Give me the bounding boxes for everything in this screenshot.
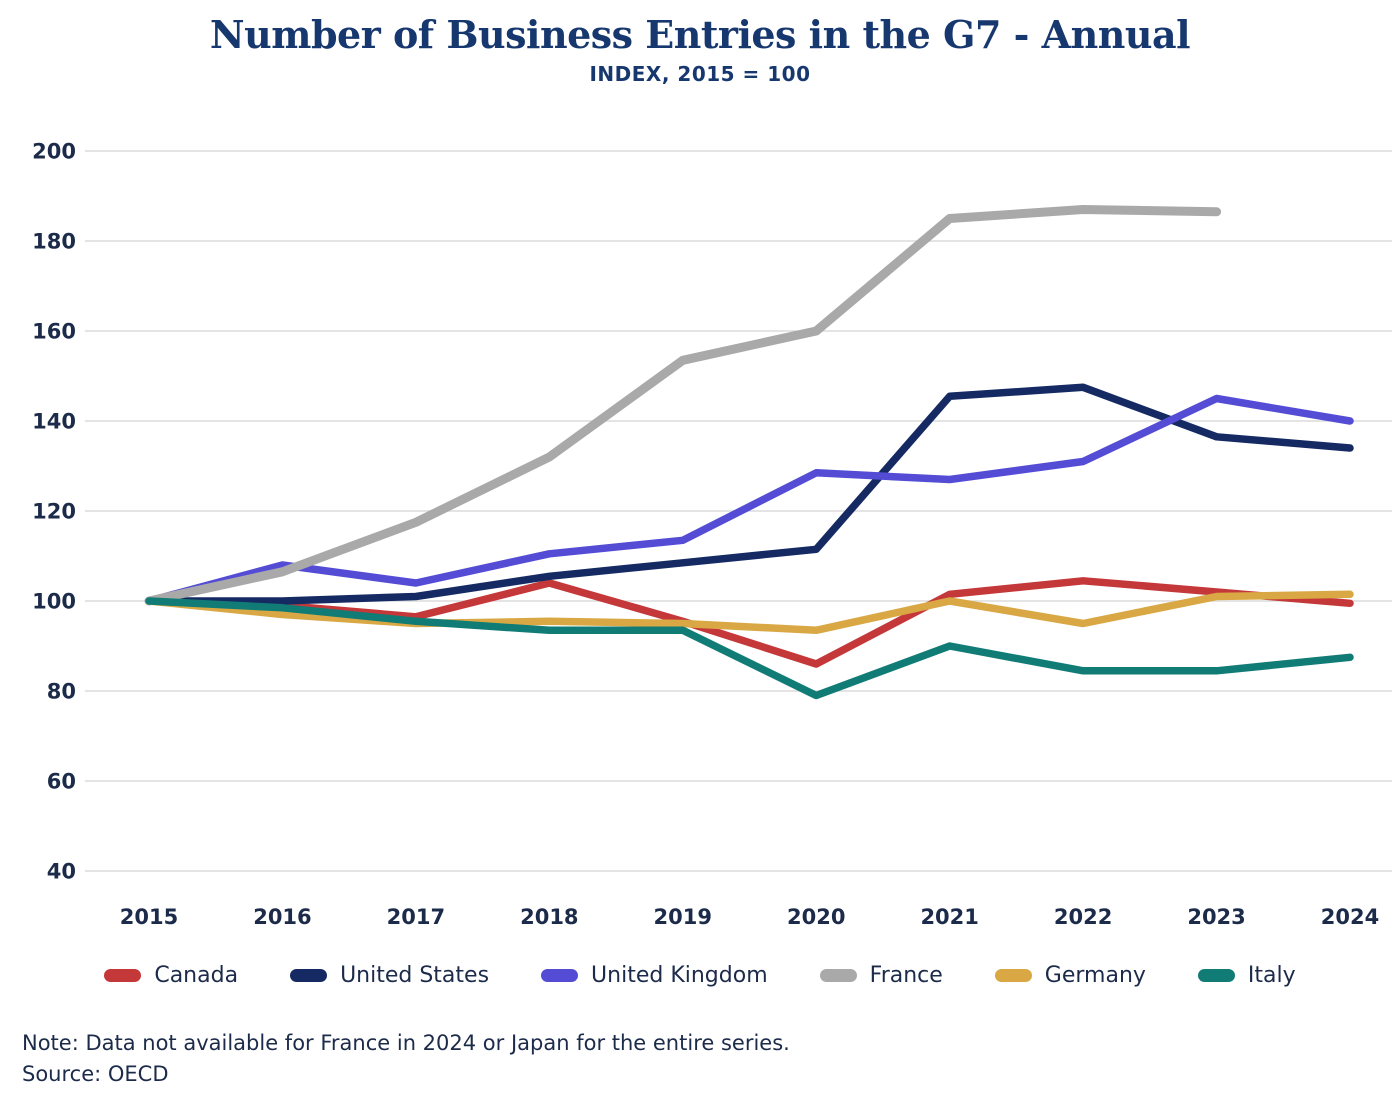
series-line-france (144, 205, 1222, 606)
legend-swatch-canada (104, 969, 142, 982)
legend-item-united-states: United States (290, 963, 489, 988)
series-line-germany (145, 590, 1354, 635)
y-tick-label-100: 100 (32, 590, 76, 614)
x-tick-label-2023: 2023 (1187, 905, 1245, 929)
legend-swatch-united-states (290, 969, 328, 982)
legend-swatch-italy (1197, 969, 1235, 982)
legend-label-italy: Italy (1247, 963, 1296, 988)
legend-swatch-germany (994, 969, 1032, 982)
legend-swatch-united-kingdom (541, 969, 579, 982)
legend-label-united-states: United States (340, 963, 490, 988)
y-tick-label-200: 200 (32, 140, 76, 164)
x-tick-label-2021: 2021 (920, 905, 978, 929)
chart-legend: Canada United States United Kingdom France G… (0, 963, 1400, 988)
x-tick-label-2022: 2022 (1054, 905, 1112, 929)
y-tick-label-60: 60 (47, 770, 76, 794)
legend-swatch-france (819, 969, 857, 982)
series-lines (144, 205, 1354, 700)
series-line-united-states (145, 383, 1354, 605)
x-tick-label-2017: 2017 (387, 905, 445, 929)
legend-label-canada: Canada (154, 963, 239, 988)
x-tick-label-2015: 2015 (120, 905, 178, 929)
x-tick-label-2018: 2018 (520, 905, 578, 929)
chart-note: Note: Data not available for France in 2… (22, 1028, 790, 1090)
x-tick-label-2019: 2019 (654, 905, 712, 929)
y-tick-label-160: 160 (32, 320, 76, 344)
line-chart: 40 60 80 100 120 140 160 180 200 2015 2016 2017 2018… (32, 140, 1392, 929)
series-line-united-kingdom (145, 394, 1354, 605)
x-tick-label-2020: 2020 (787, 905, 845, 929)
y-tick-label-120: 120 (32, 500, 76, 524)
legend-item-united-kingdom: United Kingdom (541, 963, 768, 988)
x-tick-label-2016: 2016 (253, 905, 311, 929)
y-axis-labels: 40 60 80 100 120 140 160 180 200 (32, 140, 76, 884)
legend-item-germany: Germany (994, 963, 1146, 988)
x-axis-labels: 2015 2016 2017 2018 2019 2020 2021 2022 2023 2024 (120, 905, 1379, 929)
series-line-canada (145, 577, 1354, 668)
legend-item-canada: Canada (104, 963, 238, 988)
x-tick-label-2024: 2024 (1321, 905, 1379, 929)
note-line: Note: Data not available for France in 2… (22, 1031, 790, 1055)
chart-title: Number of Business Entries in the G7 - A… (209, 12, 1191, 57)
y-tick-label-80: 80 (47, 680, 76, 704)
y-tick-label-180: 180 (32, 230, 76, 254)
legend-label-germany: Germany (1044, 963, 1146, 988)
legend-label-united-kingdom: United Kingdom (591, 963, 768, 988)
legend-item-italy: Italy (1197, 963, 1296, 988)
y-tick-label-40: 40 (47, 860, 76, 884)
source-line: Source: OECD (22, 1062, 169, 1086)
series-line-italy (145, 597, 1354, 700)
chart-subtitle: INDEX, 2015 = 100 (589, 62, 811, 86)
legend-label-france: France (869, 963, 943, 988)
y-tick-label-140: 140 (32, 410, 76, 434)
legend-item-france: France (819, 963, 943, 988)
